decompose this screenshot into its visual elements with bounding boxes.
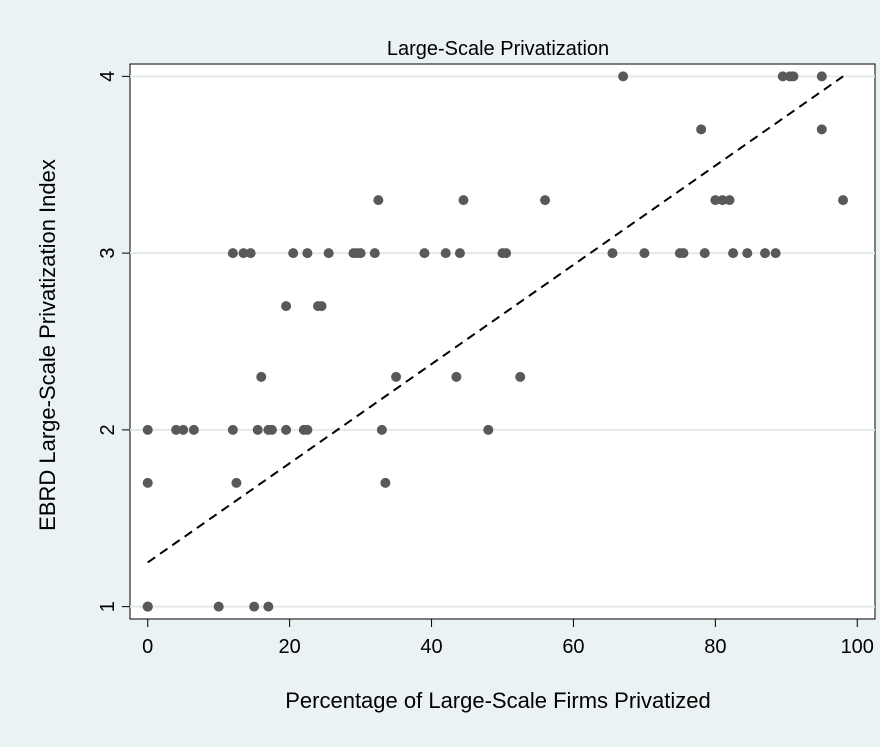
- x-tick-label: 100: [841, 636, 874, 658]
- data-point: [816, 124, 827, 135]
- data-point: [699, 248, 710, 259]
- data-point: [760, 248, 771, 259]
- data-point: [323, 248, 334, 259]
- data-point: [483, 424, 494, 435]
- data-point: [696, 124, 707, 135]
- plot-area: [129, 63, 876, 620]
- data-point: [788, 71, 799, 82]
- data-point: [380, 477, 391, 488]
- y-axis: 1 2 3 4: [97, 71, 130, 612]
- data-point: [227, 248, 238, 259]
- data-point: [607, 248, 618, 259]
- data-point: [419, 248, 430, 259]
- data-point: [777, 71, 788, 82]
- data-point: [245, 248, 256, 259]
- x-tick-label: 20: [279, 636, 301, 658]
- y-tick-label: 4: [97, 71, 119, 82]
- data-point: [281, 301, 292, 312]
- data-point: [142, 424, 153, 435]
- data-point: [227, 424, 238, 435]
- data-point: [639, 248, 650, 259]
- y-tick-label: 3: [97, 248, 119, 259]
- data-point: [369, 248, 380, 259]
- data-point: [373, 195, 384, 206]
- data-point: [838, 195, 849, 206]
- data-point: [618, 71, 629, 82]
- data-point: [501, 248, 512, 259]
- data-point: [263, 601, 274, 612]
- data-point: [376, 424, 387, 435]
- data-point: [355, 248, 366, 259]
- data-point: [142, 601, 153, 612]
- data-point: [710, 195, 721, 206]
- data-point: [458, 195, 469, 206]
- data-point: [171, 424, 182, 435]
- data-point: [451, 371, 462, 382]
- x-tick-label: 60: [562, 636, 584, 658]
- data-point: [256, 371, 267, 382]
- data-point: [288, 248, 299, 259]
- data-point: [770, 248, 781, 259]
- data-point: [231, 477, 242, 488]
- data-point: [302, 248, 313, 259]
- data-point: [142, 477, 153, 488]
- data-point: [266, 424, 277, 435]
- data-point: [742, 248, 753, 259]
- y-tick-label: 1: [97, 601, 119, 612]
- data-point: [728, 248, 739, 259]
- x-tick-label: 0: [142, 636, 153, 658]
- x-axis-label: Percentage of Large-Scale Firms Privatiz…: [285, 688, 711, 713]
- data-point: [213, 601, 224, 612]
- data-point: [391, 371, 402, 382]
- x-tick-label: 80: [704, 636, 726, 658]
- data-point: [316, 301, 327, 312]
- x-axis: 0 20 40 60 80 100: [142, 619, 874, 658]
- data-point: [816, 71, 827, 82]
- data-point: [724, 195, 735, 206]
- x-tick-label: 40: [420, 636, 442, 658]
- data-point: [440, 248, 451, 259]
- data-point: [252, 424, 263, 435]
- chart-title: Large-Scale Privatization: [387, 38, 609, 60]
- data-point: [188, 424, 199, 435]
- fit-line: [147, 75, 844, 564]
- data-point: [178, 424, 189, 435]
- data-point: [281, 424, 292, 435]
- data-point: [678, 248, 689, 259]
- data-point: [454, 248, 465, 259]
- data-point: [540, 195, 551, 206]
- fit-line-layer: [147, 75, 844, 564]
- data-points: [142, 71, 849, 612]
- y-axis-label: EBRD Large-Scale Privatization Index: [35, 159, 60, 531]
- data-point: [302, 424, 313, 435]
- data-point: [515, 371, 526, 382]
- y-tick-label: 2: [97, 424, 119, 435]
- data-point: [238, 248, 249, 259]
- data-point: [249, 601, 260, 612]
- data-point: [717, 195, 728, 206]
